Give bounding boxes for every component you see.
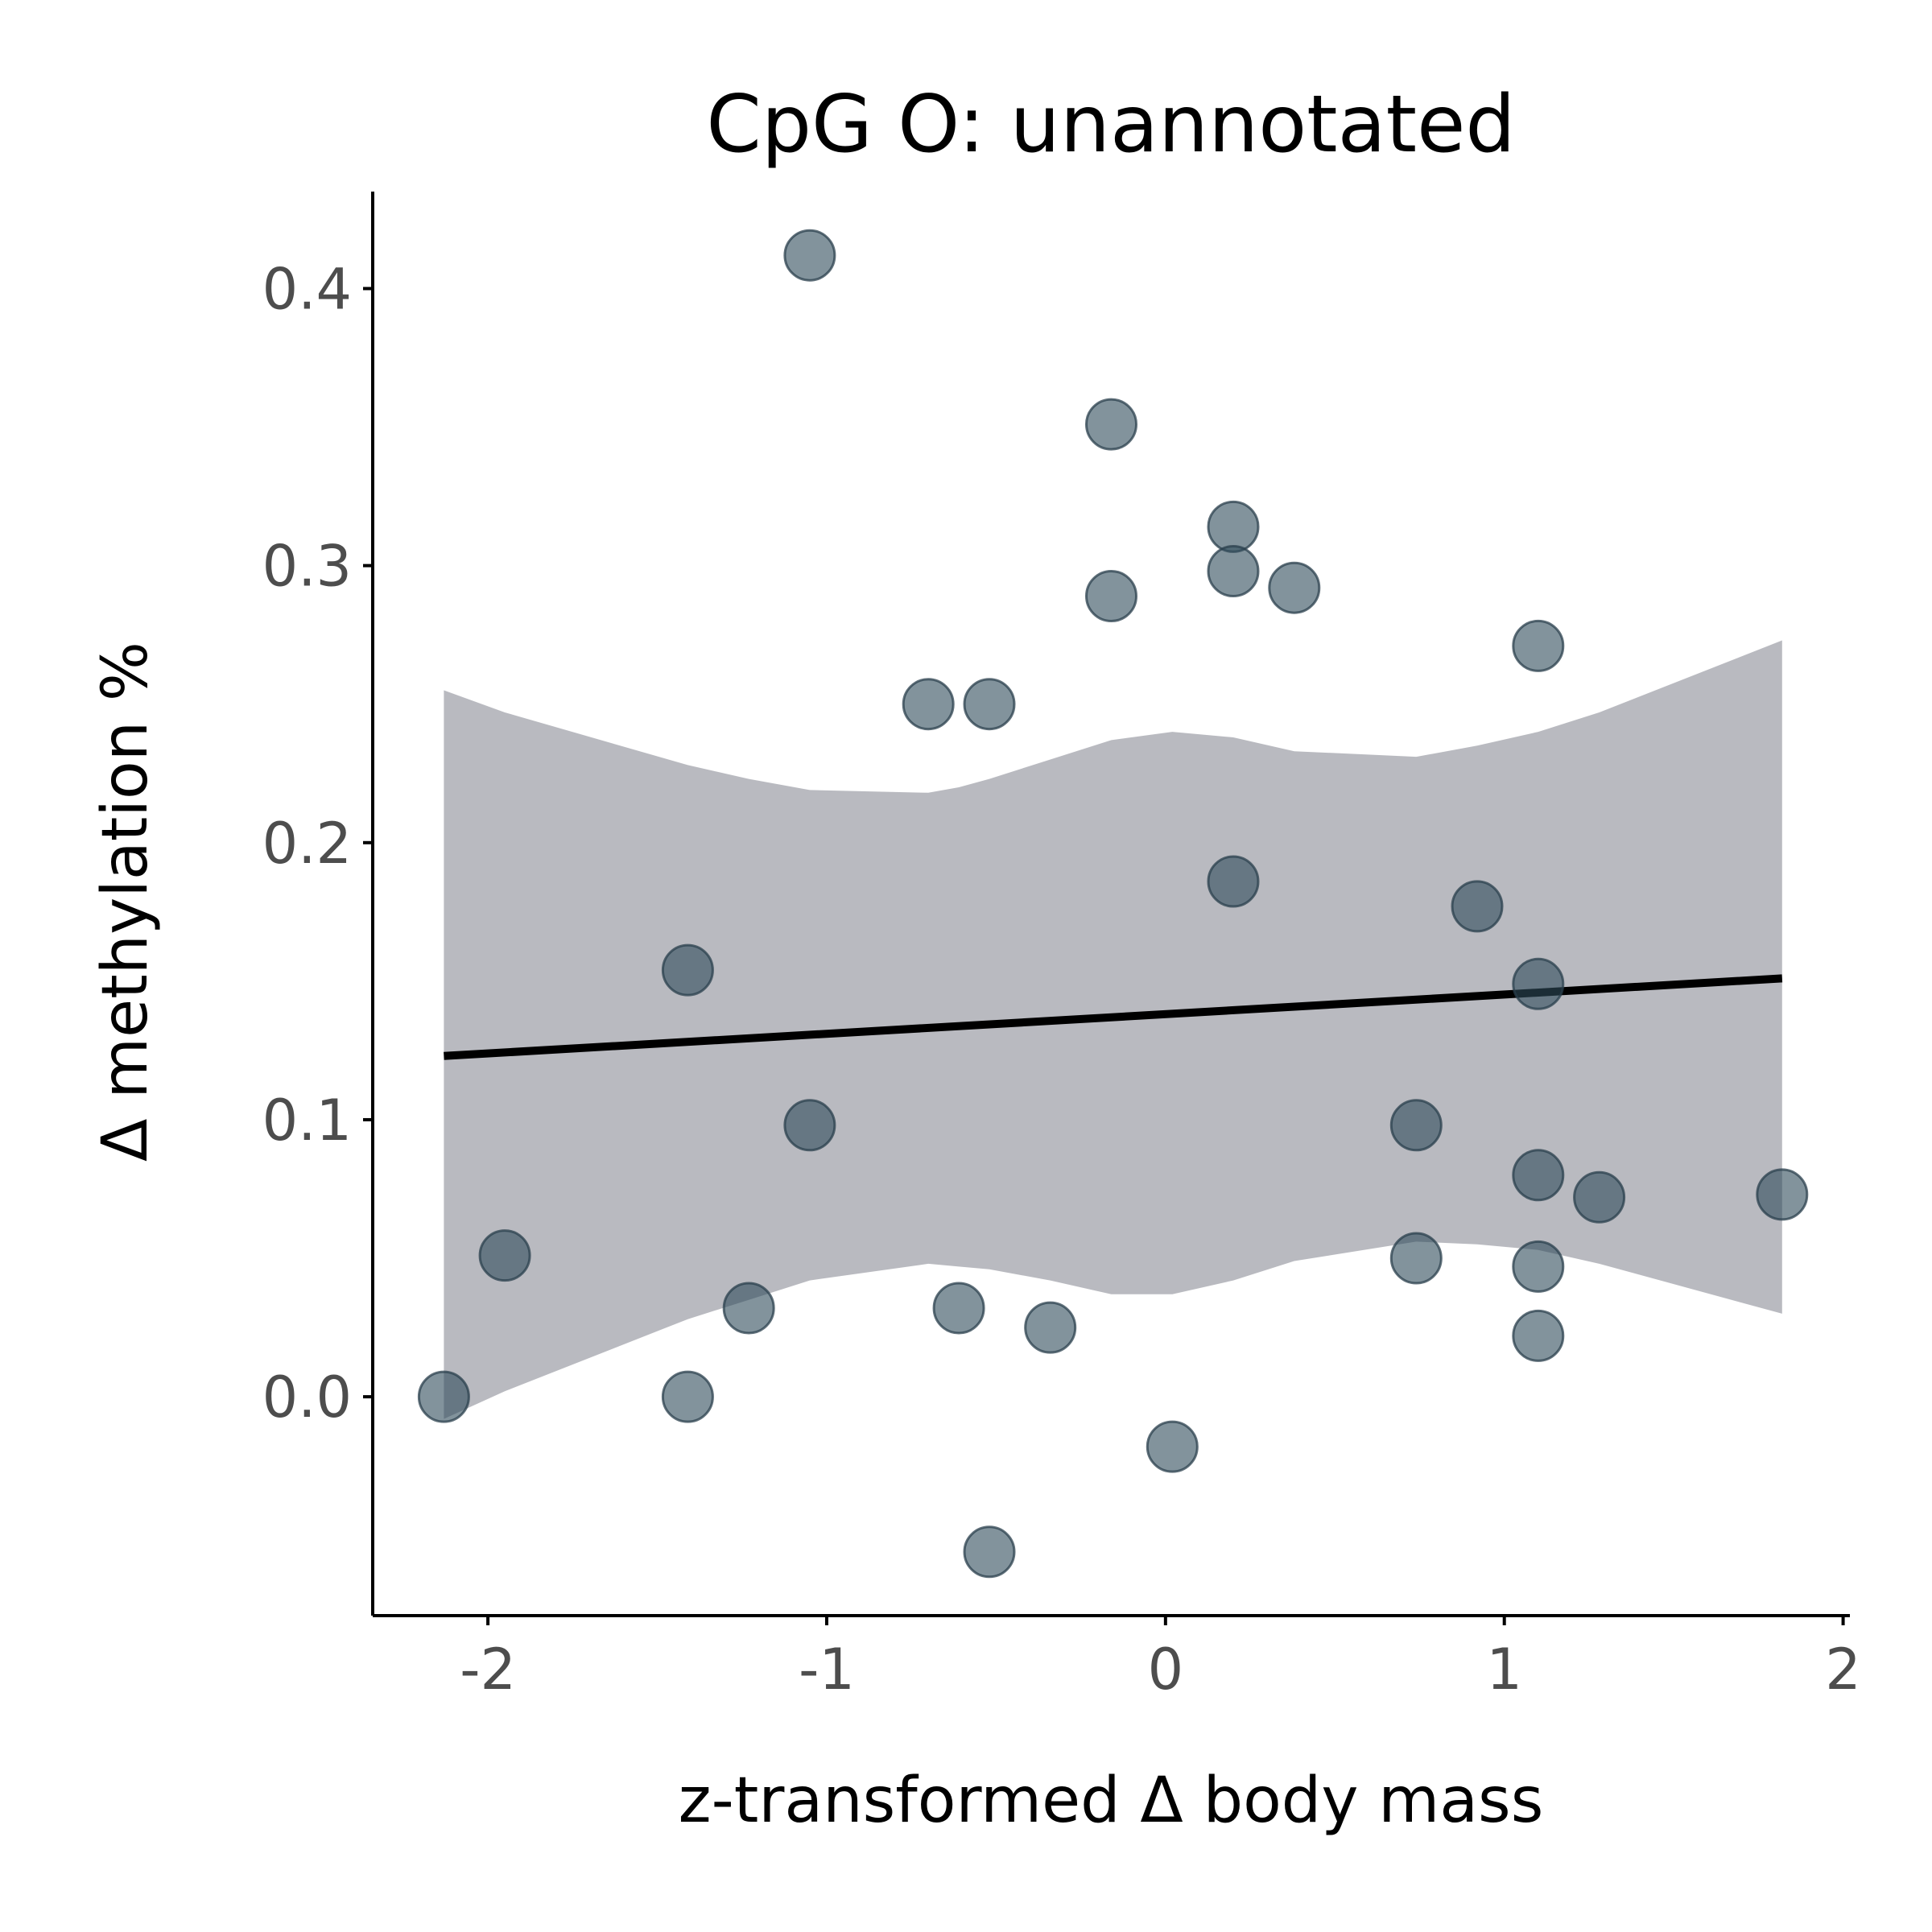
data-point: [1207, 855, 1260, 908]
data-point: [1512, 619, 1565, 672]
x-tick-label: 0: [1148, 1637, 1184, 1703]
x-tick-label: -1: [799, 1637, 855, 1703]
y-tick-label: 0.3: [262, 534, 352, 600]
x-tick-label: -2: [460, 1637, 516, 1703]
data-point: [661, 1370, 714, 1423]
data-point: [417, 1370, 470, 1423]
data-point: [1389, 1232, 1443, 1285]
axes: 0.0 0.1 0.2 0.3 0.4 -2 -1 0 1 2: [262, 192, 1861, 1703]
data-point: [478, 1229, 531, 1282]
y-tick-label: 0.4: [262, 256, 352, 322]
data-point: [1512, 1240, 1565, 1293]
data-point: [1024, 1301, 1077, 1354]
data-point: [1085, 570, 1137, 622]
x-tick-label: 2: [1825, 1637, 1861, 1703]
x-axis-title: z-transformed Δ body mass: [679, 1765, 1544, 1837]
data-point: [1146, 1420, 1199, 1473]
data-point: [783, 229, 836, 282]
y-tick-label: 0.2: [262, 811, 352, 877]
data-point: [1512, 1309, 1565, 1362]
data-point: [1268, 561, 1321, 614]
data-point: [1451, 880, 1504, 933]
data-point: [1573, 1170, 1626, 1224]
data-point: [963, 1525, 1016, 1579]
plot-area: [417, 229, 1809, 1579]
data-point: [1085, 398, 1137, 451]
data-point: [722, 1282, 775, 1335]
confidence-band: [444, 640, 1782, 1419]
y-tick-label: 0.0: [262, 1364, 352, 1430]
data-point: [1512, 1149, 1565, 1202]
data-point: [783, 1099, 836, 1152]
data-point: [1756, 1168, 1809, 1221]
data-point: [1207, 545, 1260, 597]
data-point: [661, 943, 714, 997]
data-point: [902, 678, 955, 731]
data-point: [1512, 957, 1565, 1010]
y-axis-title: Δ methylation %: [89, 642, 162, 1162]
data-point: [1389, 1099, 1443, 1152]
chart-title: CpG O: unannotated: [706, 79, 1515, 171]
data-point: [1207, 500, 1260, 553]
data-point: [932, 1282, 985, 1335]
y-tick-label: 0.1: [262, 1088, 352, 1154]
x-tick-label: 1: [1486, 1637, 1522, 1703]
data-point: [963, 678, 1016, 731]
